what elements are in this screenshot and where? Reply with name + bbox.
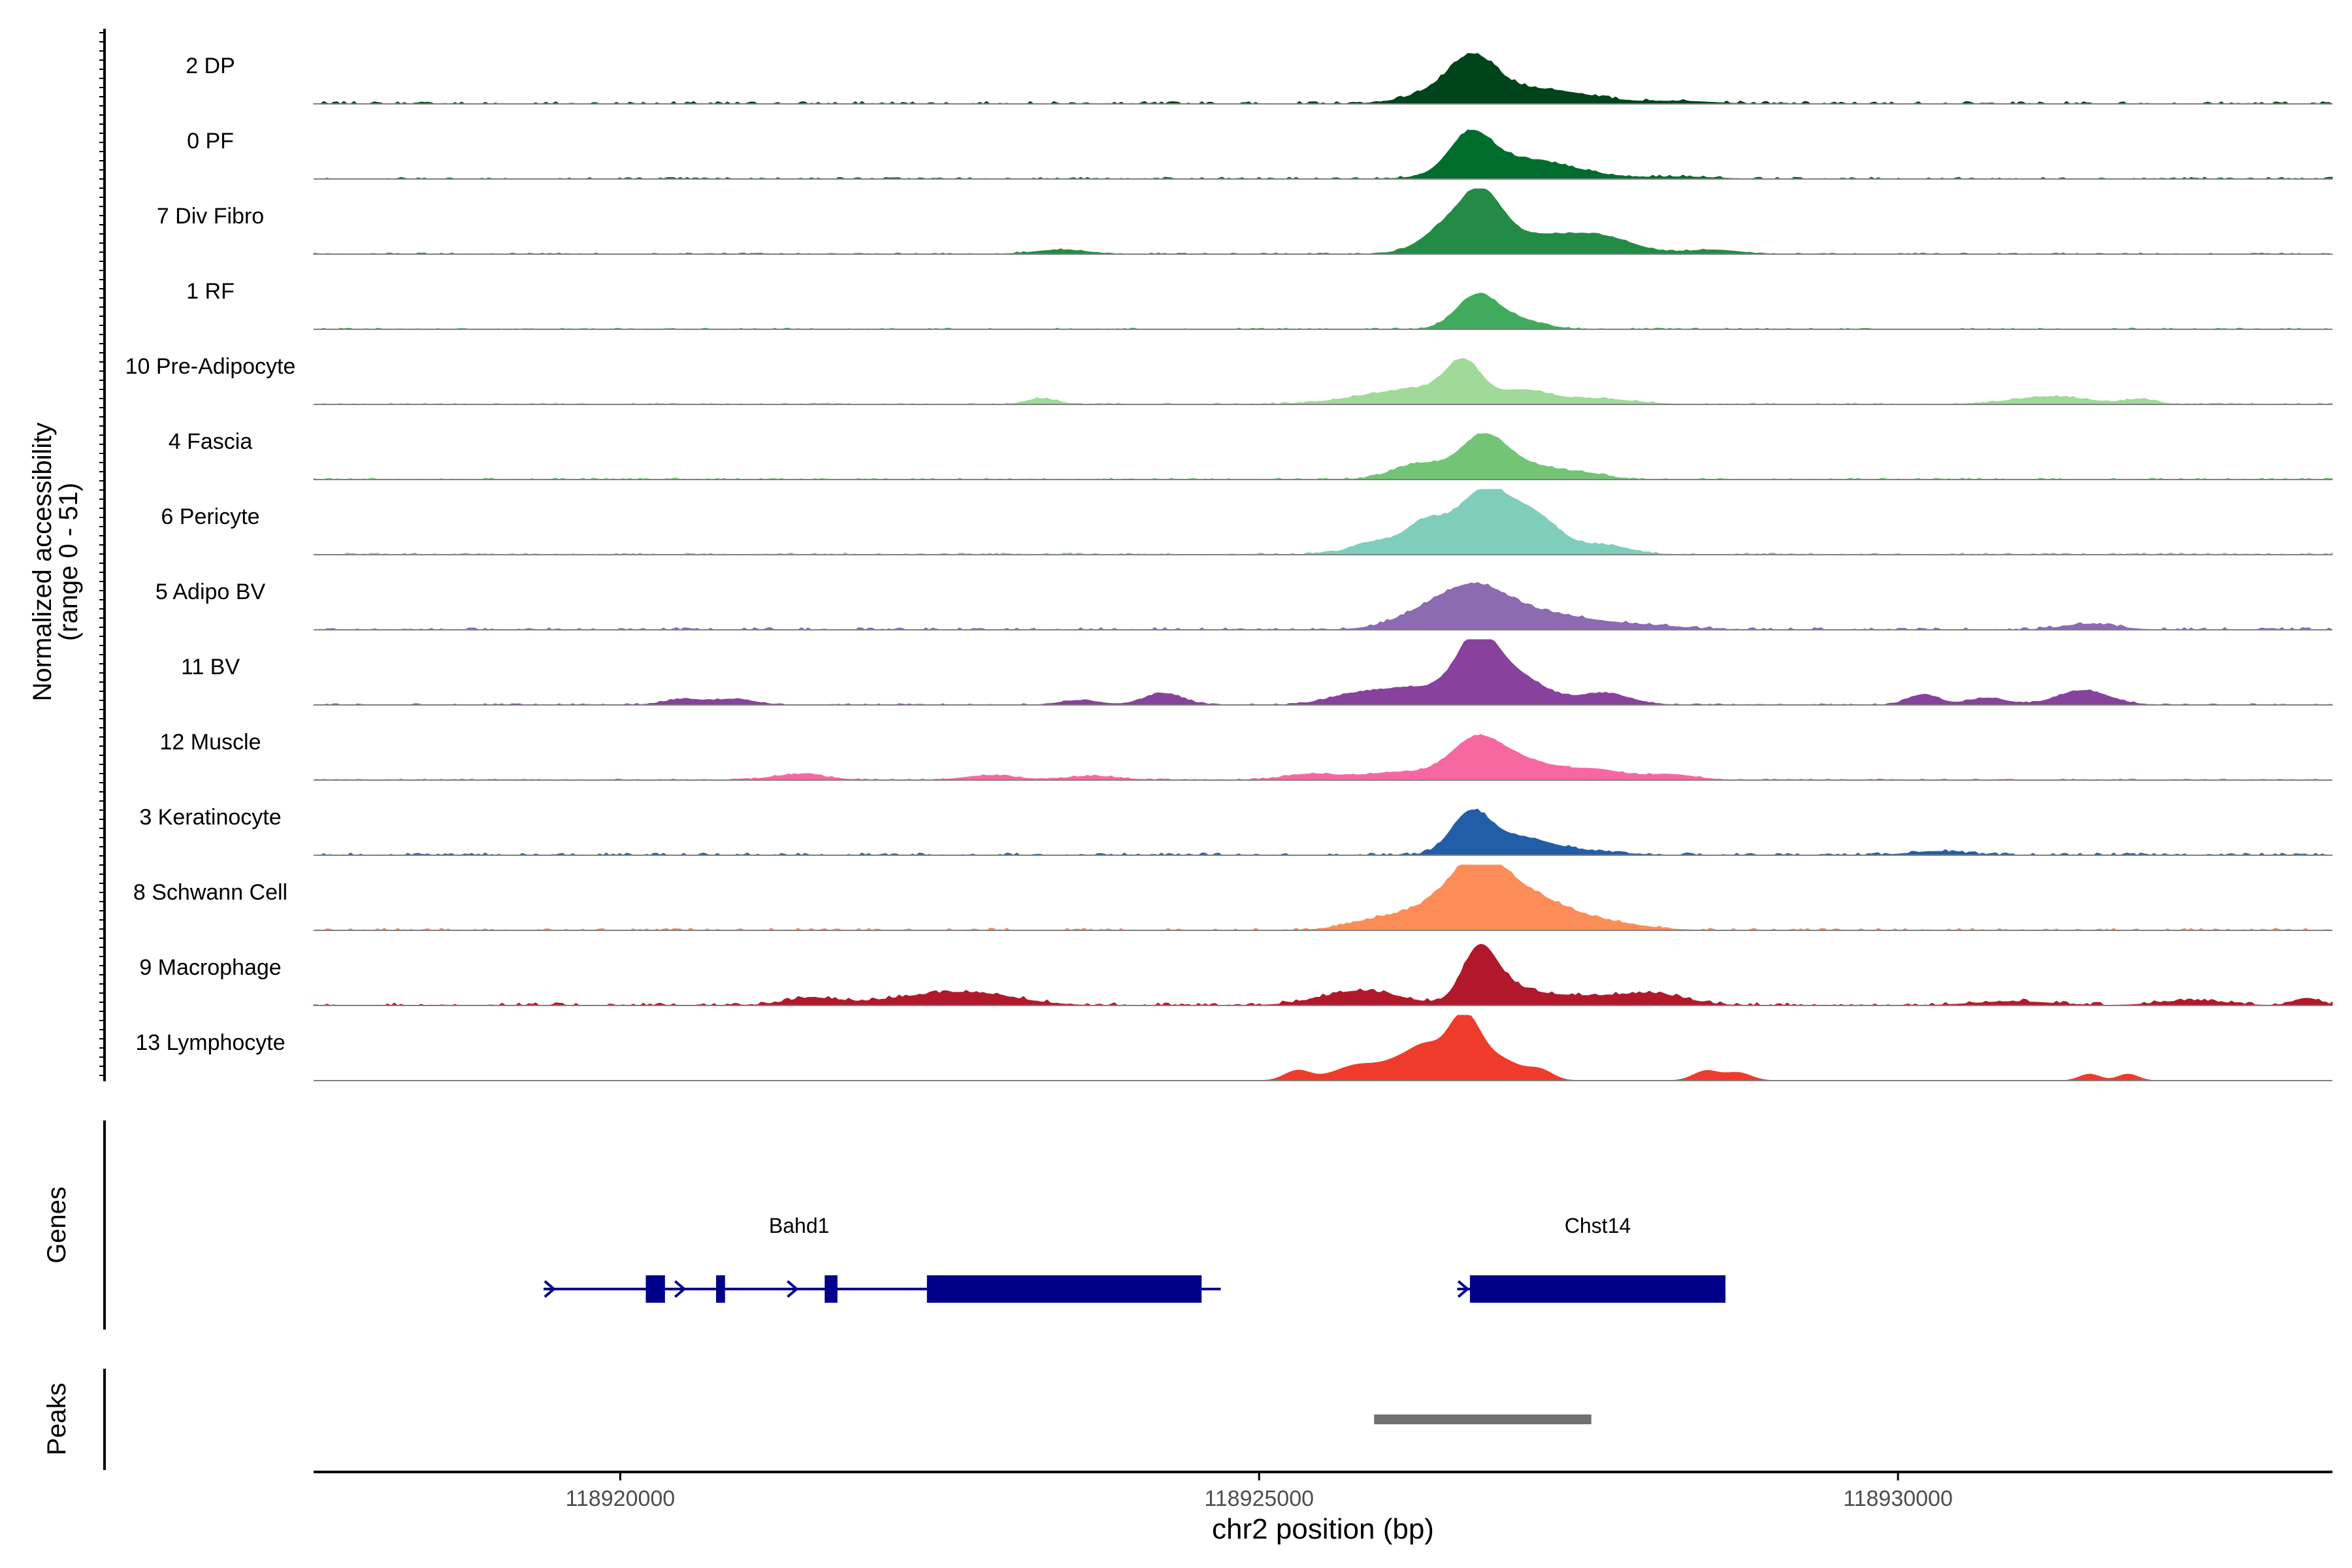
coverage-area-8-schwann-cell (313, 864, 2333, 931)
x-axis-label: chr2 position (bp) (1212, 1513, 1434, 1545)
peak-region (1374, 1414, 1592, 1424)
x-axis-ticks: 118920000 118925000 118930000 (566, 1472, 1953, 1511)
track-label-5-adipo-bv: 5 Adipo BV (155, 580, 266, 604)
strand-arrow-icon (544, 1280, 556, 1298)
coverage-area-5-adipo-bv (314, 581, 2333, 630)
coverage-track-13-lymphocyte: 13 Lymphocyte (135, 1015, 2332, 1081)
peaks-track-label: Peaks (42, 1382, 71, 1455)
coverage-area-13-lymphocyte (314, 1015, 2332, 1081)
coverage-area-2-dp (313, 53, 2333, 105)
strand-arrow-icon (1457, 1280, 1470, 1298)
track-label-10-pre-adipocyte: 10 Pre-Adipocyte (125, 354, 296, 379)
coverage-area-12-muscle (313, 734, 2332, 781)
coverage-area-9-macrophage (313, 943, 2333, 1006)
coverage-track-9-macrophage: 9 Macrophage (139, 943, 2333, 1006)
x-tick-label: 118930000 (1843, 1486, 1953, 1511)
track-label-4-fascia: 4 Fascia (169, 429, 253, 454)
track-label-12-muscle: 12 Muscle (160, 730, 261, 755)
coverage-track-11-bv: 11 BV (181, 639, 2333, 706)
track-label-3-keratinocyte: 3 Keratinocyte (139, 805, 281, 830)
coverage-y-axis-ticks (99, 32, 105, 1076)
coverage-track-5-adipo-bv: 5 Adipo BV (155, 580, 2333, 630)
coverage-track-3-keratinocyte: 3 Keratinocyte (139, 805, 2332, 856)
track-label-7-div-fibro: 7 Div Fibro (157, 204, 264, 229)
strand-arrow-icon (674, 1280, 687, 1298)
track-label-13-lymphocyte: 13 Lymphocyte (135, 1030, 285, 1055)
coverage-track-10-pre-adipocyte: 10 Pre-Adipocyte (125, 354, 2333, 405)
track-label-11-bv: 11 BV (181, 655, 240, 679)
coverage-track-12-muscle: 12 Muscle (160, 730, 2332, 781)
coverage-area-7-div-fibro (313, 188, 2333, 255)
coverage-area-11-bv (313, 639, 2333, 706)
coverage-track-1-rf: 1 RF (186, 279, 2332, 330)
coverage-y-axis-label: Normalized accessibility (28, 423, 57, 702)
track-label-1-rf: 1 RF (186, 279, 235, 304)
gene-exon (1469, 1275, 1726, 1303)
track-label-2-dp: 2 DP (186, 54, 235, 78)
strand-arrow-icon (787, 1280, 799, 1298)
track-label-6-pericyte: 6 Pericyte (161, 504, 259, 529)
track-label-0-pf: 0 PF (187, 129, 234, 154)
coverage-y-axis-range: (range 0 - 51) (54, 483, 83, 641)
gene-chst14: Chst14 (1457, 1214, 1726, 1303)
coverage-track-7-div-fibro: 7 Div Fibro (157, 188, 2333, 255)
track-label-8-schwann-cell: 8 Schwann Cell (133, 880, 287, 905)
coverage-track-2-dp: 2 DP (186, 53, 2333, 105)
gene-exon (645, 1275, 665, 1303)
coverage-area-6-pericyte (313, 489, 2333, 555)
gene-exon (716, 1275, 725, 1303)
peak-regions (1374, 1414, 1592, 1424)
gene-label-bahd1: Bahd1 (769, 1214, 830, 1237)
coverage-area-0-pf (313, 129, 2333, 180)
x-tick-label: 118920000 (566, 1486, 676, 1511)
gene-exon (926, 1275, 1202, 1303)
coverage-track-6-pericyte: 6 Pericyte (161, 489, 2333, 555)
coverage-tracks: 2 DP 0 PF 7 Div Fibro 1 RF 10 Pre-Adipocyte 4… (125, 53, 2333, 1081)
coverage-area-10-pre-adipocyte (313, 357, 2333, 405)
coverage-area-4-fascia (313, 433, 2333, 480)
track-label-9-macrophage: 9 Macrophage (139, 955, 281, 980)
gene-label-chst14: Chst14 (1565, 1214, 1631, 1237)
coverage-area-1-rf (314, 292, 2332, 330)
coverage-track-4-fascia: 4 Fascia (169, 429, 2333, 480)
gene-exon (825, 1275, 838, 1303)
coverage-track-0-pf: 0 PF (187, 129, 2333, 180)
coverage-track-8-schwann-cell: 8 Schwann Cell (133, 864, 2333, 931)
genes-track-label: Genes (42, 1186, 71, 1264)
x-tick-label: 118925000 (1204, 1486, 1314, 1511)
gene-bahd1: Bahd1 (544, 1214, 1221, 1303)
gene-annotations: Bahd1 Chst14 (544, 1214, 1726, 1303)
coverage-area-3-keratinocyte (314, 808, 2332, 856)
